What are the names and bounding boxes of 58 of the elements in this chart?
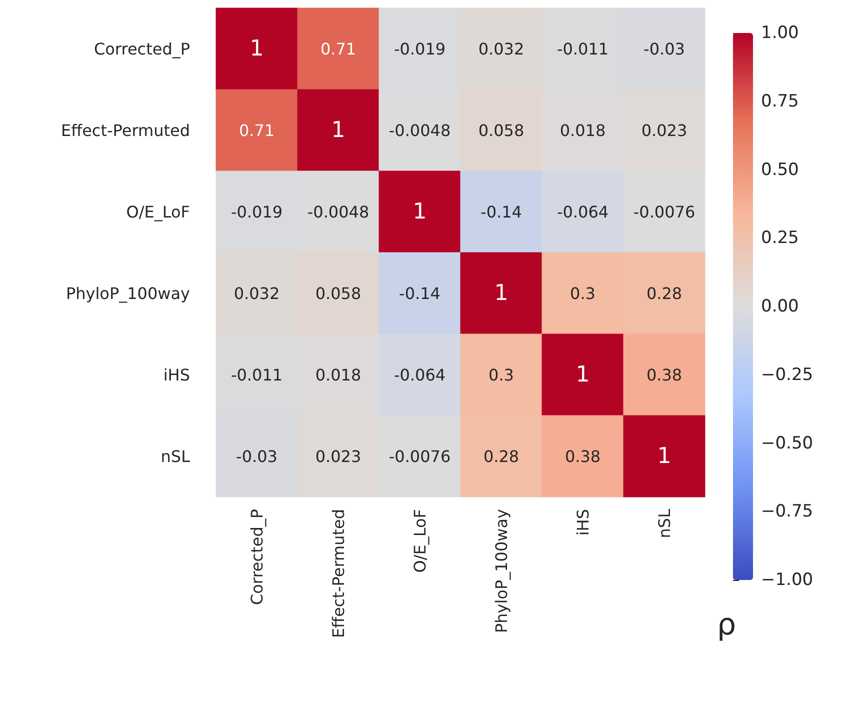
x-tick-label: nSL [654, 508, 674, 538]
data-label: 0.023 [315, 446, 362, 466]
data-label: 0.023 [641, 120, 688, 140]
data-label: 1 [494, 280, 508, 306]
data-label: 0.018 [315, 365, 362, 384]
color-bar-label: −1.00 [761, 570, 814, 590]
data-label: 0.032 [234, 284, 280, 303]
color-bar-label: 1.00 [761, 23, 799, 43]
data-label: -0.0048 [388, 120, 451, 140]
y-tick-label: O/E_LoF [126, 202, 190, 222]
data-label: -0.03 [236, 446, 278, 466]
data-label: 0.28 [646, 284, 682, 303]
x-tick-label: Effect-Permuted [328, 509, 348, 638]
data-label: 0.71 [320, 39, 356, 58]
data-label: -0.0048 [307, 202, 370, 222]
data-label: 1 [412, 199, 427, 224]
y-tick-label: Corrected_P [94, 39, 190, 58]
data-label: 1 [250, 36, 264, 62]
data-label: 0.38 [646, 365, 682, 384]
color-bar-label: 0.25 [761, 228, 799, 248]
data-label: 0.3 [570, 284, 596, 303]
x-tick-label: PhyloP_100way [492, 509, 511, 634]
data-label: -0.011 [556, 39, 609, 58]
data-label: -0.0076 [388, 446, 451, 466]
color-bar-label: −0.25 [761, 364, 814, 385]
data-label: -0.011 [230, 365, 283, 384]
data-label: 1 [331, 118, 346, 143]
x-tick-label: Corrected_P [247, 508, 266, 606]
y-tick-label: nSL [160, 446, 190, 466]
data-label: -0.03 [644, 39, 685, 58]
x-tick-label: O/E_LoF [410, 509, 430, 573]
data-label: 1 [657, 444, 672, 469]
data-label: 0.018 [560, 120, 606, 140]
color-bar-label: 0.50 [761, 160, 799, 180]
data-label: 0.71 [238, 120, 275, 140]
color-bar-title: ρ [717, 608, 736, 642]
data-label: -0.064 [394, 365, 446, 384]
data-label: -0.019 [230, 202, 283, 222]
data-label: -0.14 [399, 284, 440, 303]
data-label: 0.38 [564, 446, 601, 466]
data-label: -0.14 [480, 202, 522, 222]
y-tick-label: Effect-Permuted [60, 120, 190, 140]
data-label: 0.28 [483, 446, 520, 466]
y-tick-label: iHS [163, 365, 190, 384]
color-bar-label: 0.00 [761, 296, 799, 316]
x-tick-label: iHS [573, 509, 592, 536]
data-label: -0.064 [556, 202, 609, 222]
color-bar-label: 0.75 [761, 91, 799, 112]
data-label: 0.058 [478, 120, 524, 140]
y-tick-label: PhyloP_100way [66, 284, 190, 303]
color-bar-label: −0.50 [761, 433, 814, 454]
color-bar-label: −0.75 [761, 502, 814, 522]
data-label: -0.019 [394, 39, 446, 58]
data-label: -0.0076 [633, 202, 696, 222]
data-label: 0.3 [488, 365, 514, 384]
data-label: 0.058 [315, 284, 362, 303]
data-label: 0.032 [478, 39, 524, 58]
data-label: 1 [576, 362, 590, 388]
